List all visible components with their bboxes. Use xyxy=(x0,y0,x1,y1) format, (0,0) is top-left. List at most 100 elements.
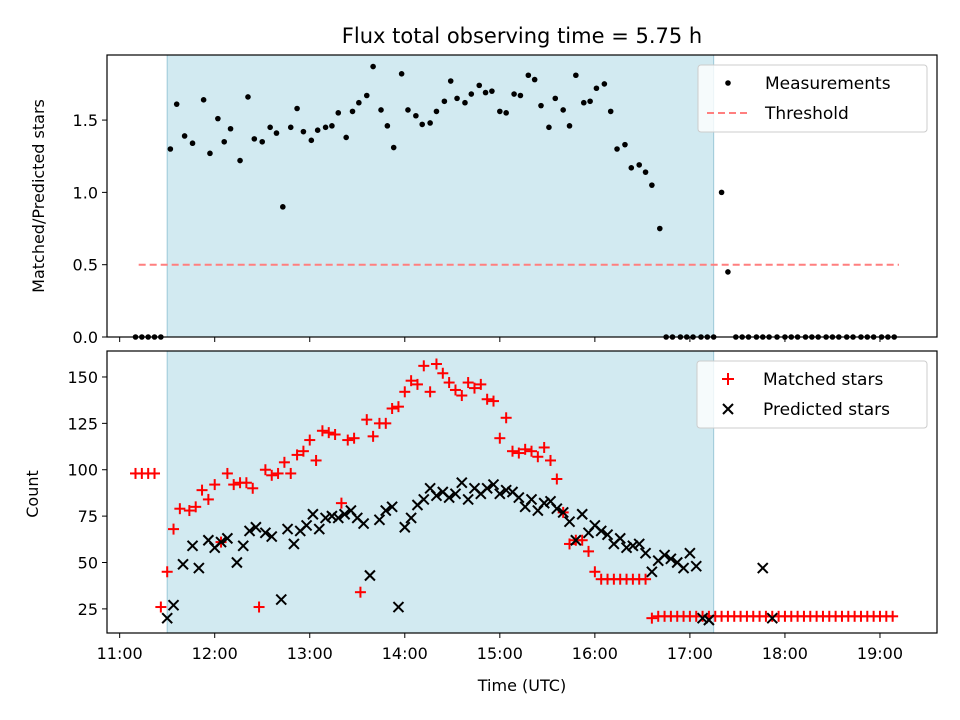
measurement-point xyxy=(200,97,207,103)
measurement-point xyxy=(489,88,495,94)
measurement-point xyxy=(259,138,266,145)
predicted-point xyxy=(307,508,319,520)
predicted-point xyxy=(551,502,563,515)
predicted-point xyxy=(703,614,715,626)
matched-point xyxy=(640,573,652,585)
matched-point xyxy=(392,401,404,413)
measurement-point xyxy=(718,189,725,196)
measurement-point xyxy=(642,169,649,175)
matched-point xyxy=(266,469,278,481)
matched-point xyxy=(196,484,208,496)
y-tick-label: 1.5 xyxy=(73,111,98,130)
axes-frame xyxy=(106,350,938,634)
measurement-point xyxy=(503,110,509,116)
measurement-point xyxy=(349,108,356,115)
legend-measurements-marker xyxy=(725,80,731,86)
measurement-point xyxy=(329,123,335,129)
predicted-point xyxy=(373,514,386,526)
measurement-point xyxy=(447,78,454,84)
measurement-point xyxy=(251,136,258,142)
measurement-point xyxy=(207,150,213,157)
predicted-point xyxy=(221,532,234,545)
matched-point xyxy=(221,467,233,479)
predicted-point xyxy=(639,547,652,559)
bottom-legend: Matched stars Predicted stars xyxy=(696,360,928,429)
predicted-point xyxy=(620,541,633,554)
matched-point xyxy=(278,456,290,468)
x-tick-label: 12:00 xyxy=(192,644,238,663)
top-legend: Measurements Threshold xyxy=(697,64,928,133)
matched-point xyxy=(475,378,487,390)
measurement-point xyxy=(343,134,349,141)
matched-point xyxy=(161,566,173,578)
predicted-point xyxy=(601,528,614,541)
predicted-point xyxy=(338,508,351,520)
predicted-point xyxy=(449,488,462,500)
matched-point xyxy=(646,612,658,624)
predicted-point xyxy=(418,493,430,506)
matched-point xyxy=(399,386,411,398)
predicted-point xyxy=(684,547,696,559)
measurement-point xyxy=(427,120,433,126)
predicted-point xyxy=(399,521,411,533)
predicted-point xyxy=(300,519,313,532)
x-tick-label: 11:00 xyxy=(97,644,143,663)
matched-point xyxy=(297,445,309,457)
matched-point xyxy=(487,395,499,407)
measurement-point xyxy=(419,121,426,128)
predicted-point xyxy=(766,612,778,624)
predicted-point xyxy=(563,515,576,528)
matched-point xyxy=(583,545,595,557)
measurement-point xyxy=(511,91,517,97)
matched-point xyxy=(545,454,557,466)
measurement-point xyxy=(356,99,362,106)
predicted-point xyxy=(757,562,769,574)
matched-point xyxy=(576,534,588,546)
top-y-axis-label: Matched/Predicted stars xyxy=(29,99,48,293)
matched-point xyxy=(285,467,297,479)
matched-point xyxy=(589,566,601,578)
measurement-point xyxy=(614,146,620,152)
measurement-point xyxy=(538,102,544,109)
matched-point xyxy=(259,464,271,476)
x-tick-label: 18:00 xyxy=(762,644,808,663)
predicted-point xyxy=(177,558,189,571)
x-tick-label: 14:00 xyxy=(382,644,428,663)
measurement-point xyxy=(560,107,566,113)
legend-predicted-label: Predicted stars xyxy=(763,400,890,420)
predicted-point xyxy=(614,532,626,545)
matched-point xyxy=(887,610,899,622)
measurement-point xyxy=(566,123,573,129)
measurement-point xyxy=(468,91,475,97)
matched-point xyxy=(342,434,354,446)
predicted-point xyxy=(665,553,677,565)
predicted-point xyxy=(462,493,474,506)
matched-point xyxy=(386,403,398,415)
measurement-point xyxy=(573,72,579,79)
top-plot-area: 0.0 0.5 1.0 1.5 xyxy=(73,54,938,347)
y-tick-label: 50 xyxy=(78,554,98,573)
measurement-point xyxy=(552,95,559,102)
predicted-point xyxy=(500,484,512,496)
matched-point xyxy=(513,447,525,459)
measurement-point xyxy=(227,125,234,132)
predicted-point xyxy=(392,601,405,613)
matched-point xyxy=(538,441,550,453)
measurement-point xyxy=(433,108,440,115)
measurement-point xyxy=(517,92,524,99)
matched-point xyxy=(291,449,303,461)
measurement-point xyxy=(725,269,731,275)
bottom-plot-area: 25 50 75 100 125 150 11:00 12:00 13:00 14:00 15:00… xyxy=(67,350,938,663)
predicted-point xyxy=(266,530,278,543)
measurement-point xyxy=(280,204,286,210)
measurement-point xyxy=(363,92,370,99)
matched-point xyxy=(310,454,322,466)
measurement-point xyxy=(649,182,655,188)
predicted-point xyxy=(386,501,398,513)
measurement-point xyxy=(454,95,460,102)
chart-title: Flux total observing time = 5.75 h xyxy=(342,24,702,48)
bottom-legend-box xyxy=(696,360,928,429)
measurement-point xyxy=(189,140,196,147)
predicted-point xyxy=(357,517,370,530)
matched-point xyxy=(532,451,544,463)
